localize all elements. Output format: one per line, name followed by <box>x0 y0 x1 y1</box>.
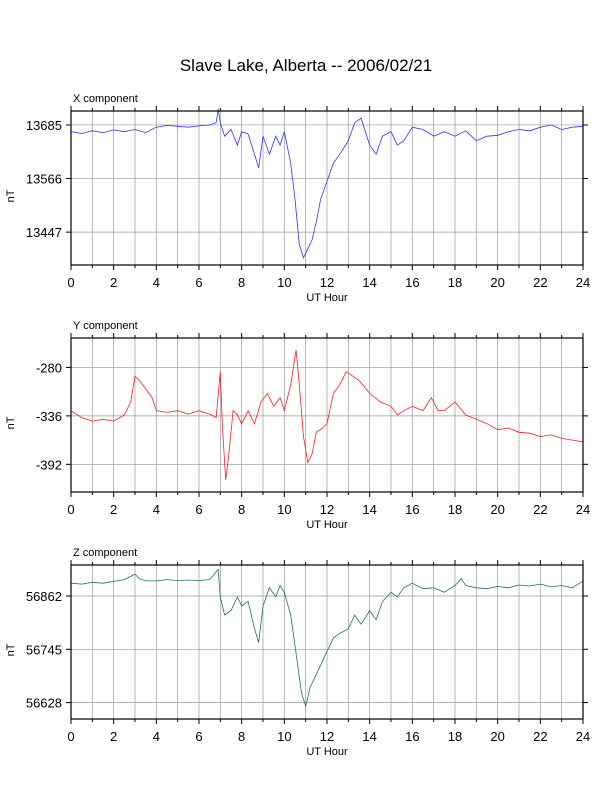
x-tick-label: 10 <box>277 275 291 290</box>
x-series-line <box>70 109 584 259</box>
x-tick-label: 12 <box>320 502 334 517</box>
x-tick-label: 10 <box>277 729 291 744</box>
y-tick-label: 56862 <box>26 589 62 604</box>
y-tick-label: -392 <box>36 457 62 472</box>
y-tick-label: -280 <box>36 360 62 375</box>
x-tick-label: 16 <box>405 275 419 290</box>
y-axis-label: nT <box>5 189 17 202</box>
x-tick-label: 12 <box>320 729 334 744</box>
x-tick-label: 24 <box>576 275 590 290</box>
x-axis-label: UT Hour <box>306 519 348 531</box>
x-tick-label: 0 <box>67 275 74 290</box>
x-tick-label: 0 <box>67 502 74 517</box>
x-tick-label: 2 <box>110 275 117 290</box>
x-tick-label: 24 <box>576 502 590 517</box>
y-tick-label: 56745 <box>26 642 62 657</box>
x-tick-label: 24 <box>576 729 590 744</box>
page-title: Slave Lake, Alberta -- 2006/02/21 <box>179 56 433 75</box>
x-tick-label: 18 <box>448 729 462 744</box>
x-tick-label: 6 <box>195 729 202 744</box>
x-tick-label: 20 <box>490 729 504 744</box>
x-tick-label: 16 <box>405 729 419 744</box>
x-tick-label: 14 <box>362 729 376 744</box>
x-tick-label: 4 <box>153 729 160 744</box>
x-tick-label: 12 <box>320 275 334 290</box>
z-component-title: Z component <box>73 547 137 559</box>
x-tick-label: 6 <box>195 502 202 517</box>
x-tick-label: 4 <box>153 275 160 290</box>
x-tick-label: 22 <box>533 729 547 744</box>
x-tick-label: 2 <box>110 729 117 744</box>
x-tick-label: 6 <box>195 275 202 290</box>
y-axis-label: nT <box>5 416 17 429</box>
x-tick-label: 8 <box>238 502 245 517</box>
y-tick-label: 56628 <box>26 696 62 711</box>
x-tick-label: 20 <box>490 275 504 290</box>
x-tick-label: 8 <box>238 729 245 744</box>
x-tick-label: 8 <box>238 275 245 290</box>
x-tick-label: 4 <box>153 502 160 517</box>
x-tick-label: 18 <box>448 502 462 517</box>
x-tick-label: 2 <box>110 502 117 517</box>
x-tick-label: 20 <box>490 502 504 517</box>
y-axis-label: nT <box>5 643 17 656</box>
x-tick-label: 16 <box>405 502 419 517</box>
x-tick-label: 22 <box>533 275 547 290</box>
x-tick-label: 22 <box>533 502 547 517</box>
x-axis-label: UT Hour <box>306 292 348 304</box>
x-tick-label: 18 <box>448 275 462 290</box>
x-tick-label: 10 <box>277 502 291 517</box>
x-tick-label: 14 <box>362 275 376 290</box>
z-series-line <box>70 568 584 708</box>
y-series-line <box>70 350 584 480</box>
x-axis-label: UT Hour <box>306 746 348 758</box>
y-tick-label: -336 <box>36 409 62 424</box>
x-tick-label: 0 <box>67 729 74 744</box>
y-tick-label: 13566 <box>26 172 62 187</box>
y-tick-label: 13447 <box>26 225 62 240</box>
y-tick-label: 13685 <box>26 118 62 133</box>
x-component-title: X component <box>73 93 138 105</box>
y-component-title: Y component <box>73 320 138 332</box>
x-tick-label: 14 <box>362 502 376 517</box>
